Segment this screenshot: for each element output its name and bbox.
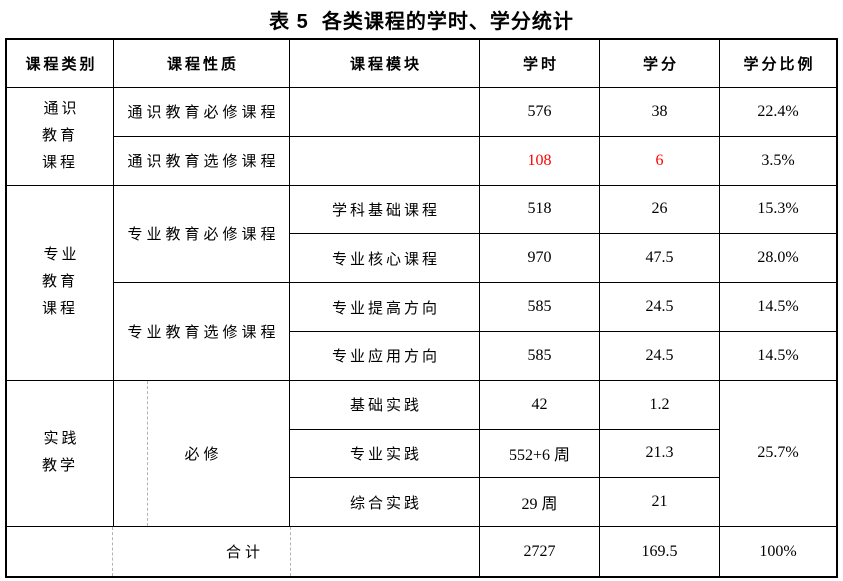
header-nature: 课程性质 — [114, 40, 290, 88]
cell-general-elective-ratio: 3.5% — [720, 137, 836, 186]
module-general-elective-empty — [290, 136, 480, 186]
cell-general-elective-credits-highlighted: 6 — [600, 136, 720, 186]
cell-discipline-basic-credits: 26 — [600, 185, 720, 235]
module-major-advance: 专业提高方向 — [290, 283, 480, 332]
nature-major-required: 专业教育必修课程 — [114, 185, 290, 284]
table-title: 表 5 各类课程的学时、学分统计 — [269, 11, 574, 33]
category-practice-teaching: 实践 教学 — [7, 380, 114, 528]
cell-major-core-hours: 970 — [480, 234, 600, 284]
cell-major-core-ratio: 28.0% — [720, 234, 836, 284]
cell-general-required-credits: 38 — [600, 88, 720, 137]
cell-general-required-ratio: 22.4% — [720, 88, 836, 137]
header-ratio: 学分比例 — [720, 40, 836, 88]
header-category: 课程类别 — [7, 40, 114, 88]
module-discipline-basic: 学科基础课程 — [290, 185, 480, 235]
cell-general-elective-hours-highlighted: 108 — [480, 136, 600, 186]
nature-major-elective: 专业教育选修课程 — [114, 283, 290, 381]
module-general-required-empty — [290, 88, 480, 137]
cell-comprehensive-practice-credits: 21 — [600, 478, 720, 528]
hidden-border-dash — [112, 527, 113, 576]
hidden-border-dash — [147, 380, 148, 527]
nature-practice-required: 必修 — [114, 380, 290, 528]
cell-major-practice-hours: 552+6 周 — [480, 429, 600, 479]
stats-table: 课程类别 课程性质 课程模块 学时 学分 学分比例 通识 教育 课程 通识教育必… — [5, 38, 838, 578]
total-label: 合计 — [225, 545, 264, 562]
cell-major-practice-credits: 21.3 — [600, 429, 720, 479]
cell-major-advance-credits: 24.5 — [600, 283, 720, 332]
cell-comprehensive-practice-hours: 29 周 — [480, 478, 600, 528]
cell-discipline-basic-ratio: 15.3% — [720, 186, 836, 235]
category-major-education: 专业 教育 课程 — [7, 185, 114, 381]
nature-general-elective: 通识教育选修课程 — [114, 136, 290, 186]
cell-major-advance-hours: 585 — [480, 283, 600, 332]
hidden-border-dash — [290, 527, 291, 576]
header-credits: 学分 — [600, 40, 720, 88]
cell-discipline-basic-hours: 518 — [480, 185, 600, 235]
module-major-practice: 专业实践 — [290, 429, 480, 479]
nature-general-required: 通识教育必修课程 — [114, 88, 290, 137]
total-label-cell: 合计 — [7, 527, 480, 576]
module-major-applied: 专业应用方向 — [290, 331, 480, 381]
category-general-education: 通识 教育 课程 — [7, 88, 114, 186]
cell-major-core-credits: 47.5 — [600, 234, 720, 284]
cell-major-applied-ratio: 14.5% — [720, 332, 836, 381]
cell-major-applied-credits: 24.5 — [600, 331, 720, 381]
cell-basic-practice-credits: 1.2 — [600, 380, 720, 430]
cell-major-applied-hours: 585 — [480, 331, 600, 381]
header-module: 课程模块 — [290, 40, 480, 88]
header-hours: 学时 — [480, 40, 600, 88]
cell-total-hours: 2727 — [480, 527, 600, 576]
module-basic-practice: 基础实践 — [290, 380, 480, 430]
cell-basic-practice-hours: 42 — [480, 380, 600, 430]
cell-practice-ratio-merged: 25.7% — [720, 381, 836, 528]
cell-total-ratio: 100% — [759, 542, 797, 560]
nature-practice-required-label: 必修 — [184, 446, 223, 463]
module-comprehensive-practice: 综合实践 — [290, 478, 480, 528]
cell-general-required-hours: 576 — [480, 88, 600, 137]
cell-total-credits: 169.5 — [600, 527, 720, 576]
module-major-core: 专业核心课程 — [290, 234, 480, 284]
cell-major-advance-ratio: 14.5% — [720, 283, 836, 332]
